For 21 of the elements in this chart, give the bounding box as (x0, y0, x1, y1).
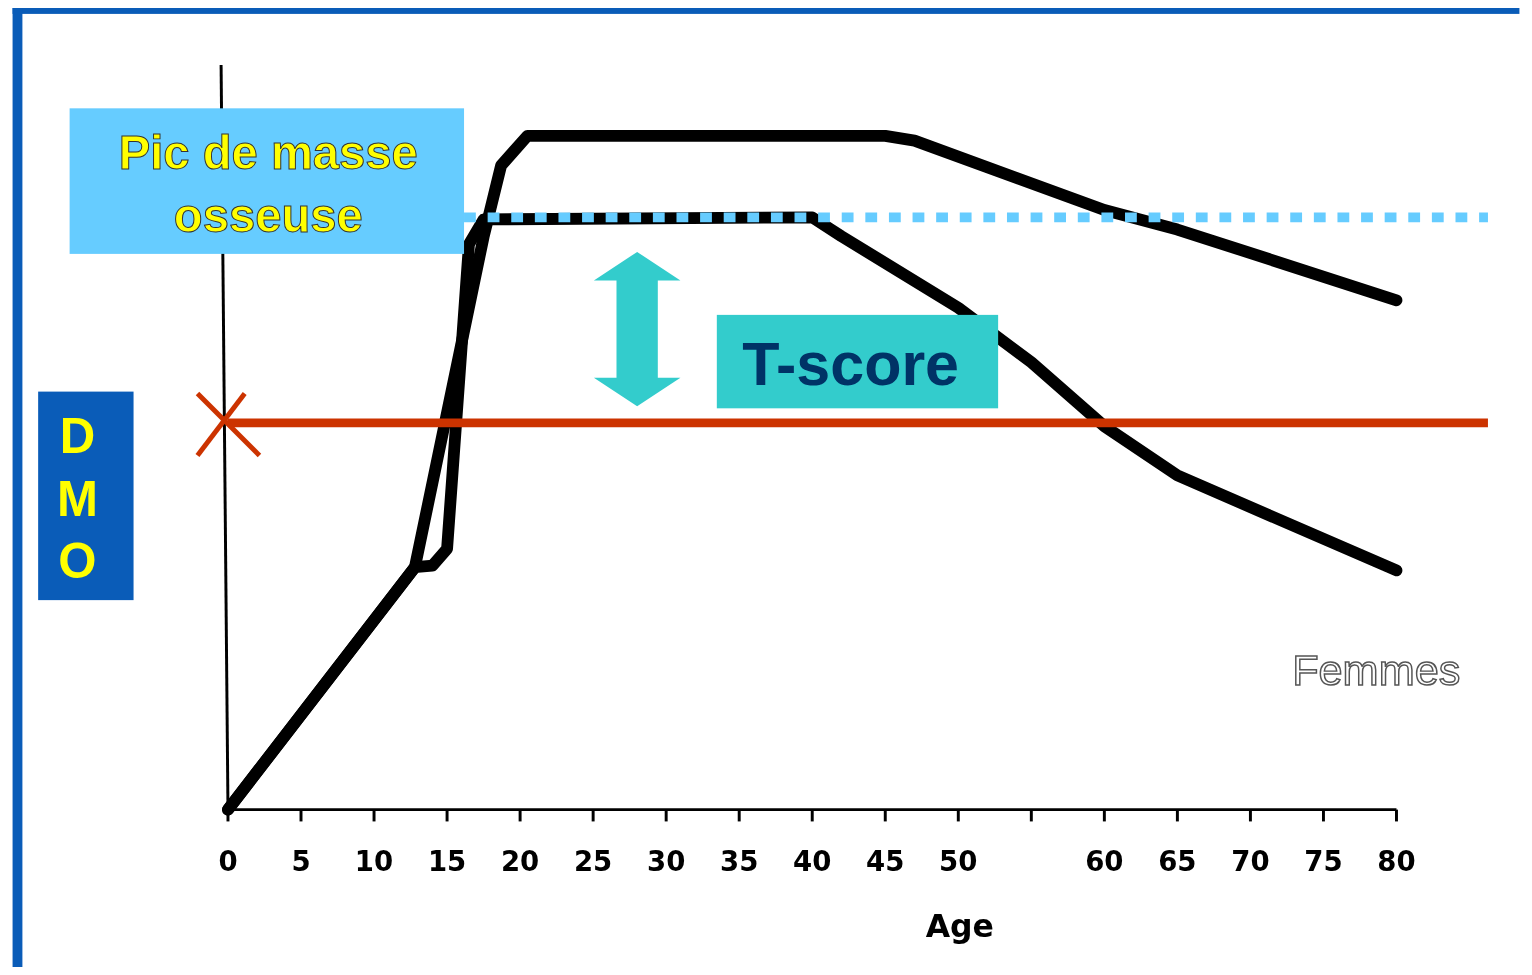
x-tick-label: 35 (720, 844, 759, 877)
annotation: Femmes (1292, 645, 1461, 694)
x-tick-label: 70 (1231, 844, 1270, 877)
x-axis-title: Age (925, 908, 994, 945)
x-tick-label: 25 (573, 844, 613, 877)
y-axis-title: DMO (57, 407, 98, 589)
x-tick-label: 60 (1085, 844, 1124, 877)
x-tick-label: 15 (427, 844, 467, 877)
x-tick-label: 65 (1158, 844, 1197, 877)
x-tick-label: 45 (866, 844, 905, 877)
x-tick-label: 30 (647, 844, 686, 877)
x-tick-label: 0 (218, 844, 238, 877)
x-tick-label: 75 (1304, 844, 1343, 877)
annotation: T-score (742, 329, 960, 398)
x-tick-label: 10 (354, 844, 394, 877)
x-tick-label: 50 (939, 844, 978, 877)
x-tick-label: 40 (793, 844, 832, 877)
x-tick-label: 5 (291, 844, 311, 877)
annotation: Pic de masse osseuse (118, 126, 418, 243)
x-tick-label: 20 (500, 844, 540, 877)
x-tick-label: 80 (1377, 844, 1416, 877)
